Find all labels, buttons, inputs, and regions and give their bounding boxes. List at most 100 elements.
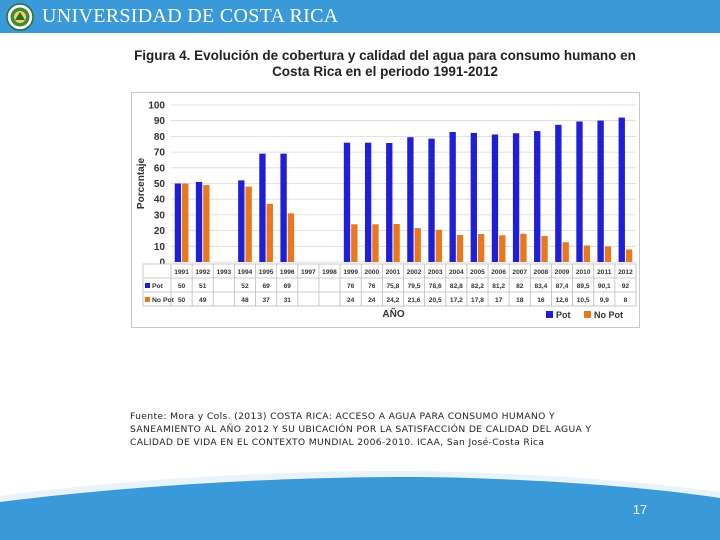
- y-tick-label: 100: [148, 101, 165, 112]
- data-label: 37: [262, 297, 270, 304]
- page-number: 17: [632, 502, 648, 517]
- y-tick-label: 0: [159, 258, 165, 269]
- footer-wave: [0, 471, 720, 540]
- legend-label-no-pot: No Pot: [594, 310, 623, 320]
- data-label: 16: [537, 297, 545, 304]
- bar-pot: [259, 153, 266, 262]
- bar-no-pot: [372, 224, 379, 262]
- source-line-2: SANEAMIENTO AL AÑO 2012 Y SU UBICACIÓN P…: [130, 424, 592, 435]
- x-tick-label: 1993: [217, 269, 232, 276]
- x-tick-label: 1994: [238, 269, 253, 276]
- legend-swatch-no-pot: [145, 297, 150, 302]
- bar-pot: [343, 142, 351, 262]
- data-label: 31: [284, 297, 292, 304]
- ucr-seal-icon: [6, 3, 34, 31]
- x-tick-label: 2003: [428, 269, 443, 276]
- data-label: 92: [622, 283, 630, 290]
- figure-title-line-1: Figura 4. Evolución de cobertura y calid…: [134, 48, 636, 63]
- bar-pot: [407, 137, 414, 262]
- bar-pot: [576, 121, 583, 262]
- legend-swatch-pot: [546, 311, 553, 318]
- bar-no-pot: [562, 242, 569, 262]
- x-tick-label: 1995: [259, 269, 274, 276]
- bar-no-pot: [583, 245, 590, 262]
- x-tick-label: 2010: [576, 269, 591, 276]
- data-label: 76: [368, 283, 376, 290]
- data-label: 50: [178, 297, 186, 304]
- bar-pot: [512, 133, 520, 262]
- x-tick-label: 2001: [386, 269, 401, 276]
- bar-no-pot: [625, 249, 633, 262]
- bar-no-pot: [477, 234, 485, 262]
- bar-no-pot: [351, 224, 358, 262]
- x-tick-label: 2004: [449, 269, 464, 276]
- data-label: 49: [199, 297, 207, 304]
- y-tick-label: 20: [154, 226, 166, 237]
- bar-pot: [280, 153, 287, 262]
- y-tick-label: 60: [154, 163, 166, 174]
- bar-pot: [195, 181, 203, 262]
- bar-no-pot: [435, 229, 443, 262]
- y-tick-label: 50: [154, 179, 166, 190]
- data-label: 82,2: [471, 283, 484, 290]
- data-label: 87,4: [556, 283, 569, 290]
- x-axis-title: AÑO: [382, 307, 404, 320]
- x-tick-label: 2011: [597, 269, 612, 276]
- data-label: 8: [624, 297, 628, 304]
- data-label: 82: [516, 283, 524, 290]
- data-label: 21,6: [408, 297, 421, 304]
- data-label: 69: [262, 283, 270, 290]
- university-name: UNIVERSIDAD DE COSTA RICA: [42, 5, 339, 27]
- legend-label-pot: Pot: [556, 310, 571, 320]
- x-tick-label: 2000: [364, 269, 379, 276]
- data-label: 76: [347, 283, 355, 290]
- header-bar: UNIVERSIDAD DE COSTA RICA: [0, 0, 720, 33]
- data-label: 10,5: [577, 297, 590, 304]
- bar-no-pot: [541, 235, 548, 262]
- bar-pot: [428, 138, 435, 262]
- bar-pot: [364, 142, 372, 262]
- bar-pot: [555, 124, 562, 262]
- y-tick-label: 10: [154, 242, 166, 253]
- y-tick-label: 70: [154, 148, 166, 159]
- data-label: 82,8: [450, 283, 463, 290]
- data-label: 48: [241, 297, 249, 304]
- x-tick-label: 1997: [301, 269, 316, 276]
- data-label: 24,2: [387, 297, 400, 304]
- y-tick-label: 80: [154, 132, 166, 143]
- y-tick-label: 30: [154, 210, 166, 221]
- source-line-1: Fuente: Mora y Cols. (2013) COSTA RICA: …: [130, 411, 555, 422]
- x-tick-label: 1998: [322, 269, 337, 276]
- bar-pot: [470, 132, 477, 262]
- bar-no-pot: [520, 233, 527, 262]
- x-tick-label: 1999: [343, 269, 358, 276]
- bar-pot: [238, 180, 245, 262]
- bar-no-pot: [266, 203, 273, 262]
- figure-title: Figura 4. Evolución de cobertura y calid…: [130, 48, 640, 80]
- bar-no-pot: [287, 213, 295, 262]
- row-label-no-pot: No Pot: [152, 297, 175, 304]
- legend-swatch-no-pot: [584, 311, 591, 318]
- data-label: 81,2: [492, 283, 505, 290]
- bar-pot: [597, 120, 604, 262]
- bar-pot: [449, 132, 456, 262]
- x-tick-label: 2012: [618, 269, 633, 276]
- bar-no-pot: [414, 228, 421, 262]
- y-axis-title: Porcentaje: [136, 157, 147, 209]
- y-tick-label: 40: [154, 195, 166, 206]
- bar-no-pot: [393, 224, 400, 262]
- bar-pot: [618, 117, 625, 262]
- data-label: 17,2: [450, 297, 463, 304]
- bar-no-pot: [245, 186, 252, 262]
- source-line-3: CALIDAD DE VIDA EN EL CONTEXTO MUNDIAL 2…: [130, 437, 545, 448]
- x-tick-label: 2002: [407, 269, 422, 276]
- data-table: [142, 263, 637, 307]
- bar-pot: [386, 142, 393, 262]
- x-tick-label: 2008: [534, 269, 549, 276]
- data-label: 78,6: [429, 283, 442, 290]
- data-label: 24: [368, 297, 376, 304]
- data-label: 12,6: [556, 297, 569, 304]
- data-label: 17: [495, 297, 503, 304]
- data-label: 83,4: [534, 283, 547, 290]
- data-label: 51: [199, 283, 207, 290]
